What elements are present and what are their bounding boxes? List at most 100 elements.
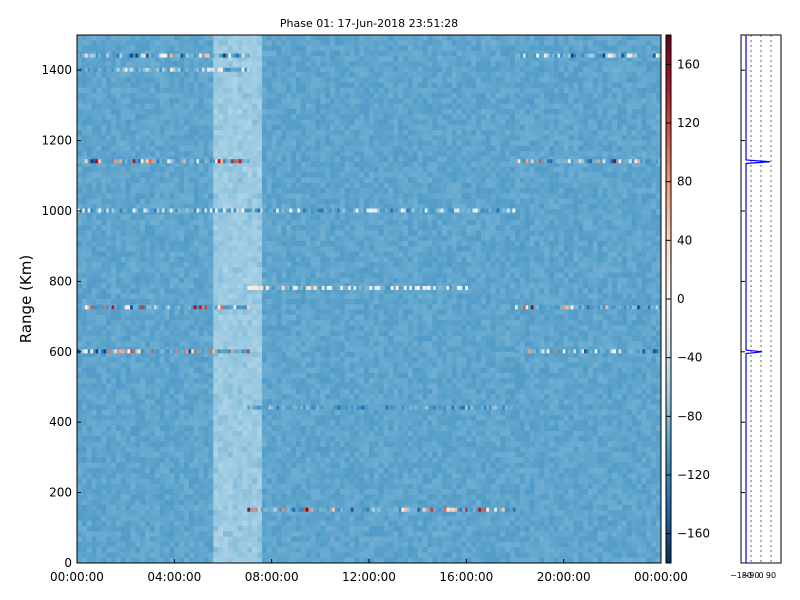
heatmap-cell xyxy=(456,71,462,78)
heatmap-cell xyxy=(257,167,263,173)
heatmap-cell xyxy=(354,87,360,94)
heatmap-cell xyxy=(388,193,394,199)
heatmap-cell xyxy=(150,203,156,210)
heatmap-cell xyxy=(349,35,355,41)
heatmap-cell xyxy=(169,182,175,189)
heatmap-cell xyxy=(583,230,589,236)
heatmap-cell xyxy=(203,193,209,199)
heatmap-cell xyxy=(349,151,355,157)
heatmap-cell xyxy=(515,35,521,41)
heatmap-cell xyxy=(422,214,428,221)
heatmap-cell xyxy=(393,35,399,41)
heatmap-cell xyxy=(490,98,496,104)
heatmap-cell xyxy=(641,172,647,178)
heatmap-cell xyxy=(442,119,448,126)
heatmap-cell xyxy=(286,177,292,184)
heatmap-cell xyxy=(485,114,491,120)
heatmap-cell xyxy=(291,240,297,247)
heatmap-cell xyxy=(422,71,428,78)
heatmap-cell xyxy=(154,193,161,199)
heatmap-cell xyxy=(252,240,258,247)
heatmap-cell xyxy=(198,98,204,104)
heatmap-cell xyxy=(242,145,248,152)
heatmap-cell xyxy=(169,119,175,126)
heatmap-cell xyxy=(607,66,613,73)
heatmap-cell xyxy=(524,71,530,78)
heatmap-cell xyxy=(291,119,297,126)
heatmap-cell xyxy=(300,108,307,115)
heatmap-cell xyxy=(631,172,637,178)
heatmap-cell xyxy=(505,61,511,67)
heatmap-cell xyxy=(422,219,428,226)
heatmap-cell xyxy=(641,56,647,62)
heatmap-cell xyxy=(646,209,652,215)
heatmap-cell xyxy=(626,209,633,215)
heatmap-cell xyxy=(641,151,647,157)
heatmap-cell xyxy=(471,114,477,120)
heatmap-cell xyxy=(588,182,594,189)
heatmap-cell xyxy=(485,135,491,141)
heatmap-cell xyxy=(266,103,272,110)
heatmap-cell xyxy=(646,246,652,252)
heatmap-cell xyxy=(544,161,550,168)
heatmap-cell xyxy=(184,161,190,168)
heatmap-cell xyxy=(232,193,238,199)
heatmap-cell xyxy=(500,225,506,231)
heatmap-cell xyxy=(320,156,326,163)
heatmap-cell xyxy=(266,108,272,115)
heatmap-cell xyxy=(631,108,637,115)
heatmap-cell xyxy=(179,251,185,258)
heatmap-cell xyxy=(383,151,389,157)
heatmap-cell xyxy=(398,219,404,226)
heatmap-cell xyxy=(432,114,438,120)
heatmap-cell xyxy=(179,98,185,104)
heatmap-cell xyxy=(515,235,521,242)
heatmap-cell xyxy=(451,35,457,41)
heatmap-cell xyxy=(150,161,156,168)
heatmap-cell xyxy=(150,35,156,41)
heatmap-cell xyxy=(261,119,268,126)
heatmap-cell xyxy=(602,135,608,141)
heatmap-cell xyxy=(208,161,214,168)
heatmap-cell xyxy=(437,87,443,94)
heatmap-cell xyxy=(622,103,628,110)
heatmap-cell xyxy=(261,108,268,115)
heatmap-cell xyxy=(77,203,83,210)
heatmap-cell xyxy=(500,145,506,152)
heatmap-cell xyxy=(354,219,360,226)
heatmap-cell xyxy=(257,161,263,168)
heatmap-cell xyxy=(223,151,229,157)
heatmap-cell xyxy=(403,235,409,242)
heatmap-cell xyxy=(77,198,83,205)
heatmap-cell xyxy=(480,145,487,152)
heatmap-cell xyxy=(539,119,545,126)
heatmap-cell xyxy=(602,45,608,52)
heatmap-cell xyxy=(442,130,448,136)
heatmap-cell xyxy=(266,124,272,131)
heatmap-cell xyxy=(140,71,146,78)
heatmap-cell xyxy=(218,114,224,120)
heatmap-cell xyxy=(573,40,579,46)
heatmap-cell xyxy=(398,240,404,247)
heatmap-cell xyxy=(480,161,487,168)
heatmap-cell xyxy=(349,50,355,57)
heatmap-cell xyxy=(515,167,521,173)
heatmap-cell xyxy=(320,225,326,231)
heatmap-cell xyxy=(169,45,175,52)
heatmap-cell xyxy=(622,214,628,221)
heatmap-cell xyxy=(437,145,443,152)
heatmap-cell xyxy=(583,167,589,173)
heatmap-cell xyxy=(291,251,297,258)
heatmap-cell xyxy=(305,225,311,231)
heatmap-cell xyxy=(300,172,307,178)
heatmap-cell xyxy=(91,203,97,210)
heatmap-cell xyxy=(631,214,637,221)
heatmap-cell xyxy=(568,188,574,194)
heatmap-cell xyxy=(184,172,190,178)
heatmap-cell xyxy=(636,135,642,141)
heatmap-cell xyxy=(213,240,219,247)
heatmap-cell xyxy=(588,135,594,141)
heatmap-cell xyxy=(519,87,526,94)
heatmap-cell xyxy=(515,114,521,120)
heatmap-cell xyxy=(373,203,380,210)
